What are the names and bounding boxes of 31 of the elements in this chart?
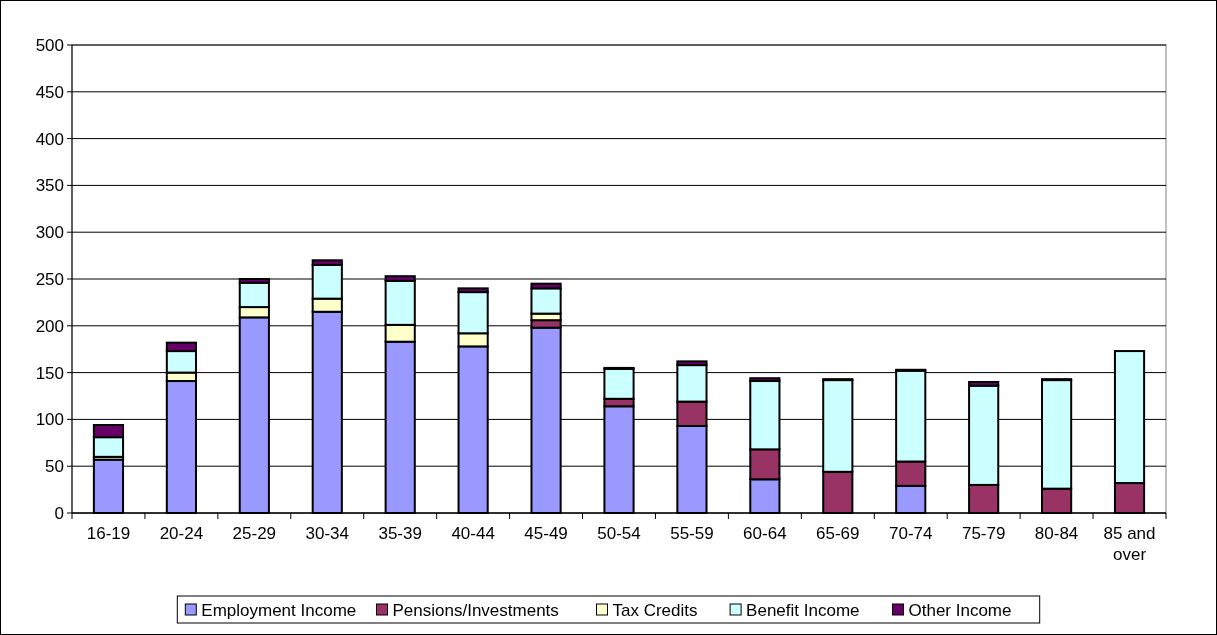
legend-label: Pensions/Investments	[392, 600, 559, 620]
y-tick-label: 150	[35, 363, 64, 383]
y-tick-label: 400	[35, 129, 64, 149]
legend-label: Tax Credits	[612, 600, 698, 620]
y-tick-label: 100	[35, 410, 64, 430]
y-tick-label: 0	[54, 503, 64, 523]
x-tick-label: 70-74	[888, 524, 933, 543]
y-tick-label: 200	[35, 316, 64, 336]
x-tick-label: 75-79	[961, 524, 1006, 543]
x-tick-label: 60-64	[743, 524, 787, 543]
y-tick-label: 350	[35, 176, 64, 196]
y-tick-label: 250	[35, 269, 64, 289]
x-tick-label: 35-39	[378, 524, 422, 543]
x-tick-label: 85 and over	[1103, 524, 1156, 564]
x-tick-label: 80-84	[1034, 524, 1079, 543]
x-tick-label: 20-24	[159, 524, 204, 543]
legend-label: Employment Income	[201, 600, 357, 620]
y-tick-label: 500	[35, 35, 64, 55]
x-tick-label: 50-54	[597, 524, 641, 543]
x-tick-label: 40-44	[451, 524, 495, 543]
x-tick-label: 30-34	[305, 524, 350, 543]
x-tick-label: 55-59	[670, 524, 714, 543]
x-tick-label: 45-49	[524, 524, 568, 543]
legend-label: Other Income	[908, 600, 1012, 620]
x-tick-label: 16-19	[86, 524, 131, 543]
legend-label: Benefit Income	[746, 600, 860, 620]
y-tick-label: 50	[45, 457, 64, 477]
x-tick-label: 65-69	[816, 524, 860, 543]
x-tick-label: 25-29	[232, 524, 277, 543]
y-tick-label: 450	[35, 82, 64, 102]
y-tick-label: 300	[35, 223, 64, 243]
